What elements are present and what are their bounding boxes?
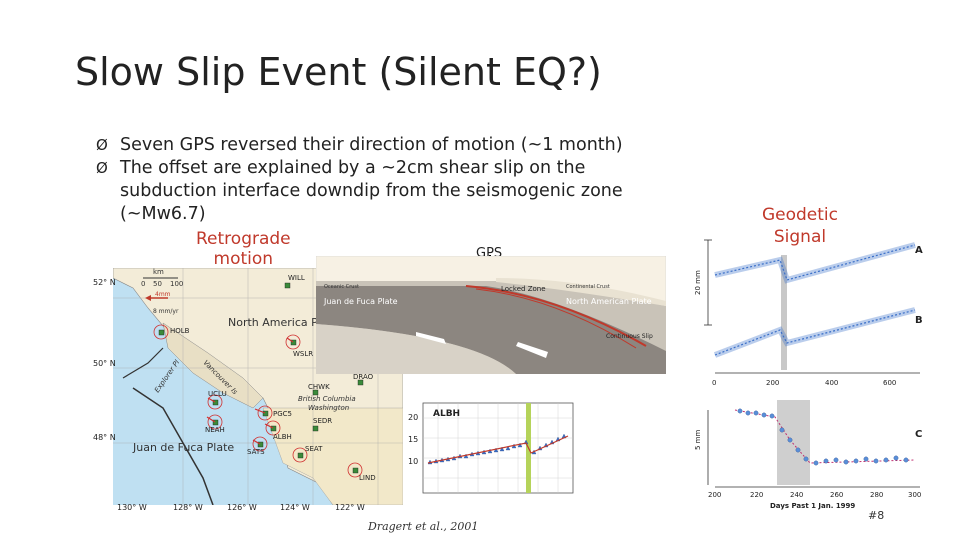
xsec-continuous-slip: Continuous Slip bbox=[606, 333, 653, 340]
geo-xtick-bottom: 300 bbox=[908, 491, 921, 499]
bullet-arrow-icon: Ø bbox=[96, 159, 108, 177]
map-region-na-plate: North America Plate bbox=[228, 316, 339, 329]
geo-xtick-bottom: 240 bbox=[790, 491, 803, 499]
station-seat: SEAT bbox=[305, 445, 323, 453]
station-uclu: UCLU bbox=[208, 390, 227, 398]
map-legend-8mm: 8 mm/yr bbox=[153, 308, 179, 315]
station-lind: LIND bbox=[359, 474, 376, 482]
xsec-locked-zone: Locked Zone bbox=[501, 285, 546, 293]
geo-panel-c: C bbox=[915, 429, 922, 440]
map-lon-130: 130° W bbox=[117, 503, 147, 512]
map-lon-128: 128° W bbox=[173, 503, 203, 512]
albh-station-label: ALBH bbox=[433, 409, 460, 419]
bullet-list: Ø Seven GPS reversed their direction of … bbox=[96, 134, 648, 226]
retrograde-label: Retrograde motion bbox=[196, 229, 291, 269]
geodetic-signal-plots: 20 mm A B 0 200 400 600 5 mm C 200 220 2… bbox=[690, 225, 930, 525]
page-number: #8 bbox=[868, 509, 885, 522]
geo-panel-a: A bbox=[915, 245, 923, 256]
geo-xtick-top: 200 bbox=[766, 379, 779, 387]
bullet-arrow-icon: Ø bbox=[96, 136, 108, 154]
xsec-jdf-plate: Juan de Fuca Plate bbox=[323, 297, 398, 306]
map-scale-tick: 0 bbox=[141, 280, 145, 288]
albh-ytick-20: 20 bbox=[408, 413, 418, 422]
albh-ytick-15: 15 bbox=[408, 435, 418, 444]
station-holb: HOLB bbox=[170, 327, 190, 335]
map-region-jdf-plate: Juan de Fuca Plate bbox=[132, 441, 234, 454]
map-scale-label: km bbox=[153, 268, 164, 276]
map-lat-52: 52° N bbox=[93, 278, 116, 287]
station-sedr: SEDR bbox=[313, 417, 332, 425]
map-scale-tick: 100 bbox=[170, 280, 183, 288]
bullet-item-1: Ø Seven GPS reversed their direction of … bbox=[96, 134, 648, 157]
geodetic-signal-label: Geodetic Signal bbox=[745, 204, 855, 248]
map-lon-122: 122° W bbox=[335, 503, 365, 512]
xsec-oceanic-crust: Oceanic Crust bbox=[324, 284, 359, 290]
albh-time-series: ALBH 20 15 10 bbox=[398, 398, 578, 513]
subduction-cross-section: Oceanic Crust Continental Crust Juan de … bbox=[315, 255, 667, 375]
retrograde-word: Retrograde bbox=[196, 229, 291, 249]
citation: Dragert et al., 2001 bbox=[368, 520, 479, 533]
station-will: WILL bbox=[288, 274, 305, 282]
map-region-bc: British Columbia bbox=[298, 395, 356, 403]
bullet-text-1: Seven GPS reversed their direction of mo… bbox=[120, 135, 623, 155]
station-albh: ALBH bbox=[273, 433, 292, 441]
station-sats: SATS bbox=[247, 448, 265, 456]
xsec-na-plate: North American Plate bbox=[566, 297, 652, 306]
station-drao: DRAO bbox=[353, 373, 374, 381]
geo-xtick-bottom: 260 bbox=[830, 491, 843, 499]
map-scale-tick: 50 bbox=[153, 280, 162, 288]
geo-scale-20mm: 20 mm bbox=[694, 270, 702, 295]
map-lon-124: 124° W bbox=[280, 503, 310, 512]
station-wslr: WSLR bbox=[293, 350, 313, 358]
geodetic-word: Geodetic bbox=[761, 205, 839, 225]
bullet-item-2: Ø The offset are explained by a ~2cm she… bbox=[96, 157, 648, 226]
geo-xtick-bottom: 280 bbox=[870, 491, 883, 499]
geo-xtick-top: 600 bbox=[883, 379, 896, 387]
geo-xtick-top: 0 bbox=[712, 379, 716, 387]
slide-title: Slow Slip Event (Silent EQ?) bbox=[75, 50, 602, 94]
xsec-continental-crust: Continental Crust bbox=[566, 284, 610, 290]
station-pgc5: PGC5 bbox=[273, 410, 292, 418]
map-legend-4mm: 4mm bbox=[155, 291, 171, 298]
map-lat-50: 50° N bbox=[93, 359, 116, 368]
geo-panel-b: B bbox=[915, 315, 923, 326]
geo-x-label: Days Past 1 Jan. 1999 bbox=[770, 502, 855, 510]
geo-xtick-top: 400 bbox=[825, 379, 838, 387]
geo-xtick-bottom: 200 bbox=[708, 491, 721, 499]
signal-word: Signal bbox=[773, 227, 827, 247]
map-lat-48: 48° N bbox=[93, 433, 116, 442]
motion-word: motion bbox=[213, 249, 274, 269]
albh-ytick-10: 10 bbox=[408, 457, 418, 466]
map-region-wa: Washington bbox=[308, 404, 349, 412]
map-lon-126: 126° W bbox=[227, 503, 257, 512]
geo-xtick-bottom: 220 bbox=[750, 491, 763, 499]
geo-scale-5mm: 5 mm bbox=[694, 430, 702, 450]
station-chwk: CHWK bbox=[308, 383, 330, 391]
station-neah: NEAH bbox=[205, 426, 225, 434]
bullet-text-2: The offset are explained by a ~2cm shear… bbox=[120, 158, 623, 224]
